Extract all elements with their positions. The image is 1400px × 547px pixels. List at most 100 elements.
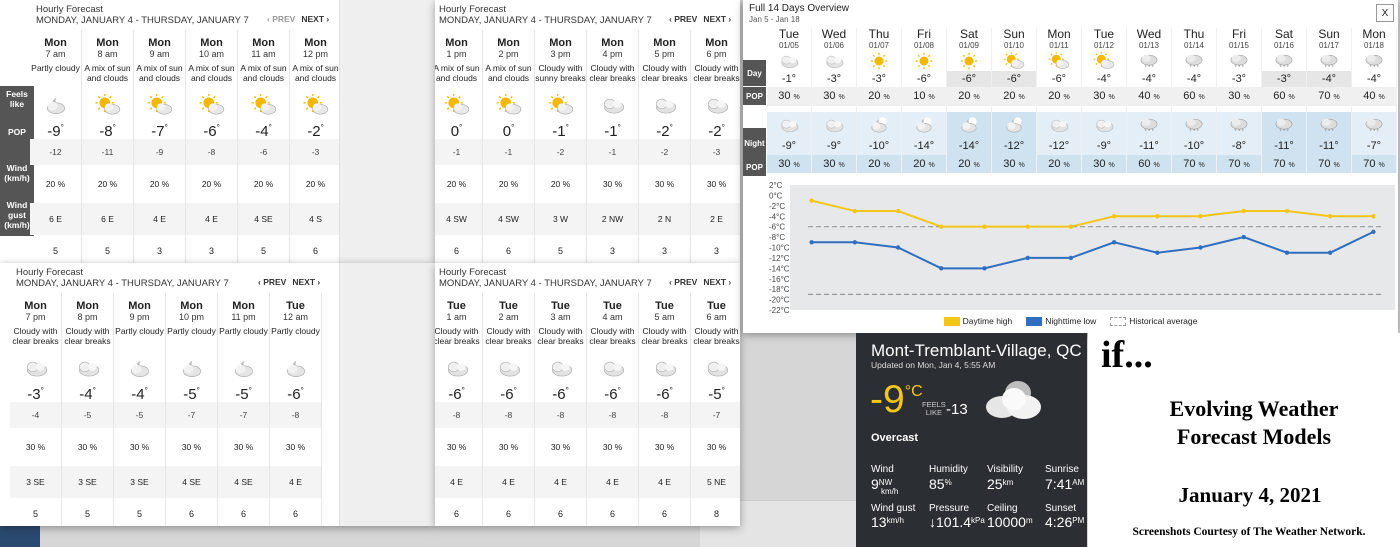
hour-pop: 30 % — [446, 442, 467, 452]
nighttime-low-point — [852, 240, 858, 245]
next-button[interactable]: NEXT › — [301, 14, 330, 24]
night-icon-wrap — [902, 112, 946, 138]
hour-column: Tue 1 am Cloudy with clear breaks -6° -8 30 %… — [435, 293, 483, 526]
prev-button[interactable]: ‹ PREV — [258, 277, 287, 287]
day-pop-tag: POP — [743, 87, 766, 105]
day-pop: 70 % — [1307, 87, 1351, 106]
hour-gust: 5 — [84, 509, 90, 519]
day-high: -4° — [1186, 73, 1202, 85]
hourly-title-text: Hourly Forecast — [16, 267, 84, 278]
hour-wind: 4 SE — [166, 466, 217, 498]
daytime-high-point — [1025, 224, 1030, 229]
nighttime-low-point — [1327, 250, 1333, 255]
temperature-chart: 2°C0°C -2°C-4°C -6°C-8°C -10°C-12°C-14°C -16… — [769, 181, 1395, 313]
hour-temp-value: -9 — [47, 123, 61, 140]
hour-time: 5 pm — [654, 49, 675, 59]
hour-time: 1 pm — [446, 49, 467, 59]
hour-day: Tue — [707, 300, 726, 312]
hour-gust: 6 — [505, 509, 511, 519]
day-pop: 20 % — [992, 87, 1036, 106]
hour-pop: 20 % — [45, 179, 66, 189]
hour-temp-value: -6 — [656, 386, 670, 403]
hour-gust: 5 — [260, 246, 266, 256]
partly-cloudy-night-icon — [286, 358, 305, 377]
y-tick-label: -22°C — [769, 306, 790, 313]
visibility-unit: km — [1002, 478, 1014, 487]
snow-cloud-icon: * * * — [1230, 118, 1248, 134]
hour-condition: A mix of sun and clouds — [292, 63, 339, 83]
hour-column: Tue 6 am Cloudy with clear breaks -5° -7 30 %… — [691, 293, 740, 526]
hour-temp: -4° — [79, 386, 96, 403]
day-date: 01/06 — [823, 41, 845, 50]
cloud-icon — [26, 361, 47, 377]
day-icon-wrap: * * * — [1182, 51, 1206, 71]
hour-wind: 4 SE — [238, 203, 289, 235]
hour-feels: -7 — [166, 402, 217, 428]
cloud-icon — [499, 361, 520, 377]
hour-wind: 4 S — [290, 203, 341, 235]
day-date: 01/05 — [778, 41, 800, 50]
hour-pop: 20 % — [446, 179, 467, 189]
day-high: -3° — [871, 73, 887, 85]
night-pop: 20 % — [1037, 155, 1081, 173]
hour-icon-wrap — [599, 93, 627, 117]
hour-wind: 4 E — [535, 466, 586, 498]
day-high: -6° — [1051, 73, 1067, 85]
y-tick-label: -12°C — [769, 254, 790, 263]
pressure-number: ↓101.4 — [929, 514, 972, 530]
cloud-icon — [655, 98, 676, 114]
daytime-high-point — [1241, 208, 1246, 214]
hour-temp: -6° — [287, 386, 304, 403]
chart-plot-area — [790, 185, 1395, 310]
hour-pop: 20 % — [498, 179, 519, 189]
hour-temp-value: -6 — [448, 386, 462, 403]
daytime-high-point — [1111, 214, 1117, 219]
prev-button[interactable]: ‹ PREV — [267, 14, 296, 24]
hour-condition: A mix of sun and clouds — [435, 63, 480, 83]
hour-day: Mon — [653, 37, 676, 49]
prev-button[interactable]: ‹ PREV — [669, 14, 698, 24]
pressure-label: Pressure — [929, 503, 970, 514]
cloud-icon — [655, 361, 676, 377]
day-high: -6° — [947, 71, 991, 87]
nighttime-low-point — [895, 245, 901, 250]
temp-unit: °C — [904, 383, 923, 400]
ceiling-value: 10000m — [987, 514, 1033, 529]
hour-time: 2 pm — [498, 49, 519, 59]
hour-pop: 30 % — [602, 442, 623, 452]
next-button[interactable]: NEXT › — [703, 277, 732, 287]
night-pop-value: 70 — [1183, 158, 1196, 170]
hour-icon-wrap — [703, 93, 731, 117]
ceiling-unit: m — [1025, 516, 1033, 525]
legend-low-label: Nighttime low — [1045, 316, 1097, 326]
hour-day: Tue — [499, 300, 518, 312]
cloud-icon — [447, 361, 468, 377]
day-date: 01/12 — [1093, 41, 1115, 50]
day-icon-wrap: * * * — [1317, 51, 1341, 71]
close-button[interactable]: X — [1376, 4, 1394, 22]
hour-pop: 20 % — [253, 179, 274, 189]
svg-text:* * *: * * * — [1370, 129, 1379, 134]
snow-cloud-icon: * * * — [1275, 118, 1293, 134]
prev-button[interactable]: ‹ PREV — [669, 277, 698, 287]
hour-feels: -6 — [238, 139, 289, 165]
day-name: Fri — [1232, 27, 1246, 41]
hour-condition: Cloudy with clear breaks — [64, 326, 111, 346]
day-name: Sat — [1274, 27, 1293, 41]
day-column: Thu 01/14 * * * -4° 60 % * * * -10° 70 % — [1172, 28, 1217, 173]
hour-column: Tue 12 am Partly cloudy -6° -8 30 % 4 E 6 — [270, 293, 322, 526]
next-button[interactable]: NEXT › — [703, 14, 732, 24]
day-name: Fri — [917, 27, 931, 41]
y-tick-label: -20°C — [769, 296, 790, 305]
cloud-icon — [826, 119, 844, 133]
day-pop-value: 60 — [1273, 90, 1286, 102]
hour-time: 10 pm — [178, 312, 204, 322]
night-low: -10° — [857, 138, 901, 155]
snow-cloud-icon: * * * — [1365, 54, 1383, 70]
hour-pop: 30 % — [654, 179, 675, 189]
daytime-high-point — [852, 208, 858, 214]
day-date: 01/13 — [1138, 41, 1160, 50]
sun-cloud-icon — [1093, 52, 1115, 69]
sunset-ampm: PM — [1072, 516, 1085, 525]
next-button[interactable]: NEXT › — [292, 277, 321, 287]
